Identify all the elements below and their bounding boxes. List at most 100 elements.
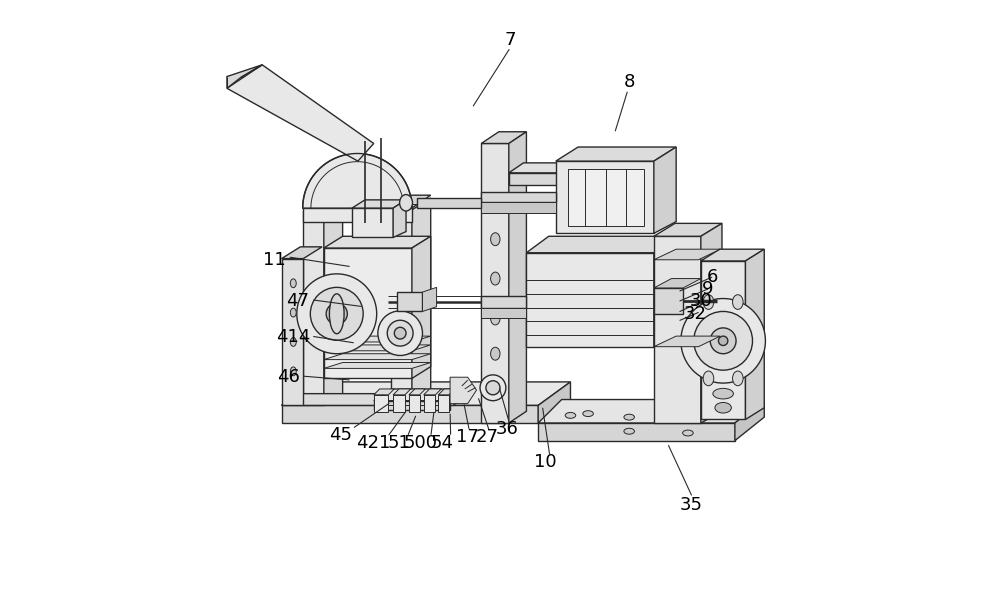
Polygon shape xyxy=(556,161,654,233)
Polygon shape xyxy=(303,153,412,208)
Polygon shape xyxy=(538,382,570,423)
Circle shape xyxy=(297,274,377,354)
Text: 47: 47 xyxy=(286,292,309,310)
Polygon shape xyxy=(324,345,431,351)
Text: 46: 46 xyxy=(277,368,300,386)
Polygon shape xyxy=(324,198,343,405)
Polygon shape xyxy=(509,163,573,173)
Ellipse shape xyxy=(491,312,500,325)
Polygon shape xyxy=(352,200,406,208)
Ellipse shape xyxy=(624,428,634,434)
Polygon shape xyxy=(303,195,431,208)
Polygon shape xyxy=(397,292,422,312)
Text: 30: 30 xyxy=(690,292,713,310)
Polygon shape xyxy=(303,210,324,405)
Polygon shape xyxy=(424,395,435,412)
Polygon shape xyxy=(412,236,431,378)
Ellipse shape xyxy=(491,348,500,360)
Polygon shape xyxy=(324,236,431,248)
Polygon shape xyxy=(393,395,405,412)
Text: 8: 8 xyxy=(624,73,635,91)
Polygon shape xyxy=(282,247,322,258)
Polygon shape xyxy=(538,423,735,441)
Ellipse shape xyxy=(290,308,296,317)
Circle shape xyxy=(480,375,506,401)
Text: 11: 11 xyxy=(263,251,285,269)
Ellipse shape xyxy=(683,430,693,436)
Text: 54: 54 xyxy=(431,434,454,452)
Ellipse shape xyxy=(329,294,344,334)
Ellipse shape xyxy=(583,411,593,417)
Ellipse shape xyxy=(733,371,743,386)
Ellipse shape xyxy=(290,337,296,346)
Polygon shape xyxy=(481,308,526,319)
Polygon shape xyxy=(481,143,509,423)
Circle shape xyxy=(378,311,422,356)
Polygon shape xyxy=(450,377,477,404)
Polygon shape xyxy=(393,200,406,237)
Polygon shape xyxy=(282,382,570,405)
Polygon shape xyxy=(352,208,393,237)
Polygon shape xyxy=(654,236,701,423)
Polygon shape xyxy=(538,399,764,423)
Polygon shape xyxy=(509,173,559,185)
Polygon shape xyxy=(324,336,431,342)
Polygon shape xyxy=(227,65,262,88)
Polygon shape xyxy=(374,389,394,395)
Text: 10: 10 xyxy=(534,453,557,471)
Ellipse shape xyxy=(713,388,733,399)
Ellipse shape xyxy=(715,402,731,413)
Text: 35: 35 xyxy=(680,496,703,514)
Polygon shape xyxy=(409,389,425,395)
Polygon shape xyxy=(481,132,526,143)
Polygon shape xyxy=(282,405,538,423)
Polygon shape xyxy=(481,192,556,202)
Circle shape xyxy=(326,303,347,324)
Ellipse shape xyxy=(624,414,634,420)
Ellipse shape xyxy=(683,414,693,420)
Circle shape xyxy=(394,327,406,339)
Text: 27: 27 xyxy=(476,428,499,446)
Polygon shape xyxy=(509,132,526,423)
Polygon shape xyxy=(556,147,676,161)
Polygon shape xyxy=(654,147,676,233)
Polygon shape xyxy=(735,399,764,441)
Polygon shape xyxy=(481,202,556,213)
Ellipse shape xyxy=(703,371,714,386)
Polygon shape xyxy=(481,296,526,308)
Polygon shape xyxy=(654,236,676,347)
Polygon shape xyxy=(654,249,720,260)
Polygon shape xyxy=(654,224,722,236)
Text: 500: 500 xyxy=(404,434,438,452)
Polygon shape xyxy=(374,395,388,412)
Ellipse shape xyxy=(706,412,717,418)
Polygon shape xyxy=(701,249,764,261)
Polygon shape xyxy=(745,249,764,419)
Polygon shape xyxy=(282,258,303,405)
Text: 421: 421 xyxy=(357,434,391,452)
Polygon shape xyxy=(409,395,420,412)
Ellipse shape xyxy=(491,272,500,285)
Polygon shape xyxy=(654,336,720,347)
Circle shape xyxy=(710,328,736,354)
Ellipse shape xyxy=(290,279,296,288)
Text: 7: 7 xyxy=(505,31,516,48)
Ellipse shape xyxy=(730,411,740,417)
Text: 32: 32 xyxy=(683,305,706,323)
Circle shape xyxy=(694,312,753,370)
Ellipse shape xyxy=(565,412,576,418)
Polygon shape xyxy=(559,163,573,185)
Text: 17: 17 xyxy=(456,428,479,446)
Polygon shape xyxy=(438,389,455,395)
Polygon shape xyxy=(526,236,676,253)
Polygon shape xyxy=(701,261,745,419)
Polygon shape xyxy=(303,208,412,222)
Text: 6: 6 xyxy=(707,268,718,286)
Ellipse shape xyxy=(491,195,500,208)
Polygon shape xyxy=(324,248,412,378)
Polygon shape xyxy=(526,253,654,347)
Text: 414: 414 xyxy=(276,328,310,346)
Circle shape xyxy=(681,299,765,383)
Polygon shape xyxy=(324,354,431,359)
Circle shape xyxy=(486,381,500,395)
